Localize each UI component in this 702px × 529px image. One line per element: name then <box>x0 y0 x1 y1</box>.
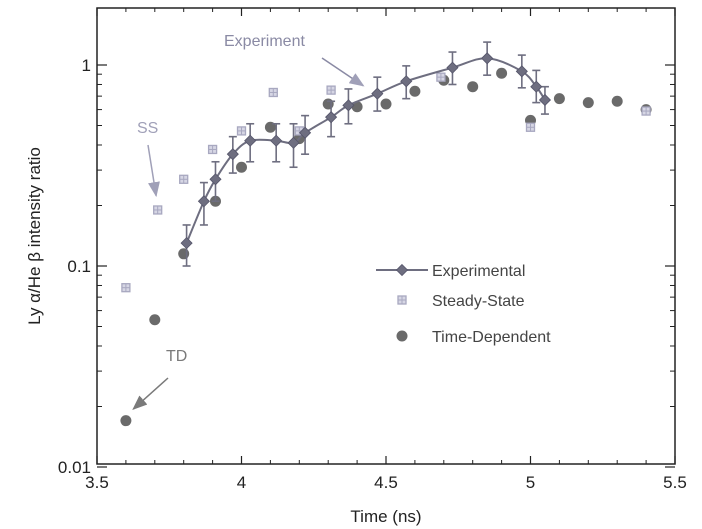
legend-time-dependent-label: Time-Dependent <box>432 329 551 346</box>
steady-state-point <box>236 126 247 136</box>
steady-state-point <box>641 106 651 116</box>
y-tick-label: 0.1 <box>67 257 91 276</box>
steady-state-point <box>207 144 218 155</box>
steady-state-point <box>121 283 131 293</box>
x-tick-label: 5 <box>526 473 535 492</box>
experimental-point <box>197 195 210 208</box>
axis-tick-labels: 3.5 4 4.5 5 5.5 0.01 0.1 1 <box>58 56 687 492</box>
annotation-ss: SS <box>137 120 158 137</box>
experimental-point <box>371 87 384 100</box>
x-tick-label: 3.5 <box>85 473 109 492</box>
experimental-point <box>400 75 413 88</box>
experimental-point <box>299 126 312 139</box>
steady-state-point <box>525 122 536 132</box>
legend-experimental-label: Experimental <box>432 263 525 280</box>
time-dependent-point <box>236 161 247 173</box>
time-dependent-point <box>149 314 161 326</box>
plot-frame <box>96 7 676 465</box>
experimental-point <box>270 134 283 147</box>
experimental-point <box>180 237 193 250</box>
time-dependent-point <box>553 93 565 105</box>
legend-steady-state-marker <box>397 295 407 305</box>
experimental-point <box>530 80 543 93</box>
time-dependent-point <box>322 98 334 110</box>
legend-time-dependent-marker <box>396 330 408 342</box>
annotation-td: TD <box>166 348 187 365</box>
experimental-point <box>481 52 494 65</box>
steady-state-point <box>436 72 446 82</box>
time-dependent-point <box>120 415 132 427</box>
time-dependent-point <box>178 248 190 260</box>
steady-state-point <box>153 205 163 215</box>
experimental-point <box>325 111 338 124</box>
experimental-point <box>287 136 300 149</box>
experimental-point <box>515 65 528 78</box>
annotation-ss-arrow <box>147 144 160 198</box>
legend-experimental-marker <box>395 263 409 277</box>
y-axis-title: Ly α/He β intensity ratio <box>25 147 44 325</box>
annotation-experiment: Experiment <box>224 33 305 50</box>
steady-state-point <box>326 85 336 95</box>
experimental-point <box>226 148 239 161</box>
legend-steady-state-label: Steady-State <box>432 293 525 310</box>
time-dependent-point <box>496 67 508 79</box>
axis-ticks <box>96 8 676 468</box>
time-dependent-point <box>380 98 392 110</box>
x-tick-label: 4.5 <box>374 473 398 492</box>
x-axis-title: Time (ns) <box>350 507 421 526</box>
steady-state-point <box>268 87 278 98</box>
x-tick-label: 4 <box>237 473 246 492</box>
annotations: Experiment SS TD <box>132 33 365 411</box>
time-dependent-point <box>467 81 479 93</box>
experimental-point <box>342 99 355 112</box>
experimental-point <box>446 61 459 74</box>
y-tick-label: 0.01 <box>58 458 91 477</box>
time-dependent-point <box>611 95 623 107</box>
experimental-line <box>185 57 546 244</box>
legend: Experimental Steady-State Time-Dependent <box>376 263 551 346</box>
time-dependent-point <box>351 101 363 113</box>
experimental-point <box>538 93 552 107</box>
steady-state-point <box>179 174 189 184</box>
data-marks <box>120 41 652 427</box>
annotation-experiment-arrow <box>321 57 365 87</box>
experimental-point <box>209 173 222 186</box>
time-dependent-point <box>409 85 421 97</box>
time-dependent-point <box>582 97 594 109</box>
experimental-point <box>244 134 257 147</box>
y-tick-label: 1 <box>82 56 91 75</box>
x-tick-label: 5.5 <box>663 473 687 492</box>
annotation-td-arrow <box>132 377 169 411</box>
